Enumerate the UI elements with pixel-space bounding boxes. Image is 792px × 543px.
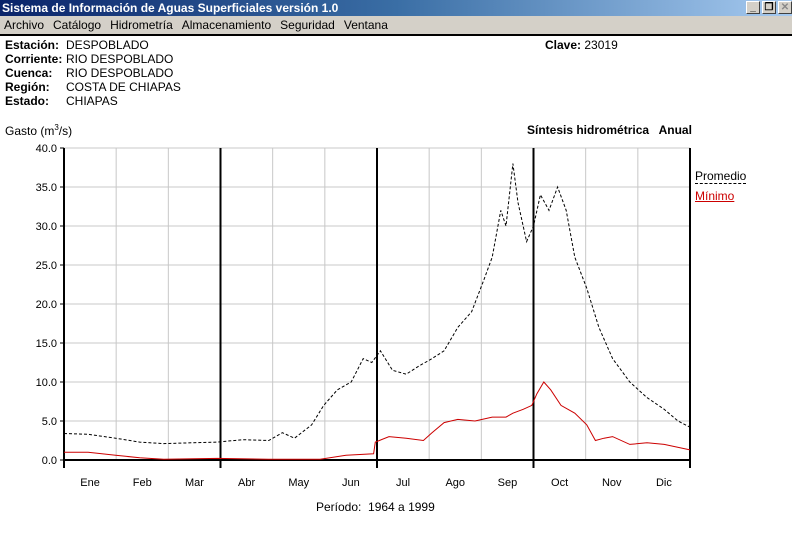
- month-label: Ago: [445, 477, 465, 489]
- y-tick-label: 15.0: [36, 338, 57, 350]
- y-tick-label: 30.0: [36, 221, 57, 233]
- menu-seguridad[interactable]: Seguridad: [280, 18, 335, 32]
- corriente-label: Corriente:: [5, 52, 63, 66]
- y-tick-label: 35.0: [36, 182, 57, 194]
- chart-title: Síntesis hidrométrica Anual: [527, 123, 692, 137]
- month-label: Jun: [342, 477, 360, 489]
- region-value: COSTA DE CHIAPAS: [66, 80, 181, 94]
- series-line-minimo: [64, 381, 691, 460]
- legend-promedio: Promedio: [695, 169, 747, 184]
- y-tick-label: 10.0: [36, 377, 57, 389]
- y-tick-label: 40.0: [36, 143, 57, 155]
- y-tick-label: 20.0: [36, 299, 57, 311]
- restore-button[interactable]: ❐: [762, 1, 776, 14]
- y-tick-label: 0.0: [42, 455, 57, 467]
- periodo: Período: 1964 a 1999: [316, 500, 435, 514]
- clave-label: Clave:: [545, 38, 582, 52]
- month-label: Abr: [238, 477, 255, 489]
- y-label-sup: 3: [54, 123, 59, 132]
- y-label-suffix: /s): [58, 124, 73, 138]
- estacion-value: DESPOBLADO: [66, 38, 149, 52]
- clave: Clave: 23019: [545, 38, 618, 52]
- y-label-prefix: Gasto (m: [5, 124, 55, 138]
- series-line-promedio: [63, 163, 691, 445]
- y-axis-label: Gasto (m3/s): [5, 123, 72, 138]
- title-bar: Sistema de Información de Aguas Superfic…: [0, 0, 792, 16]
- month-label: Dic: [656, 477, 672, 489]
- y-tick-label: 5.0: [42, 416, 57, 428]
- window-title: Sistema de Información de Aguas Superfic…: [2, 1, 339, 15]
- menu-bar: Archivo Catálogo Hidrometría Almacenamie…: [0, 16, 792, 36]
- month-label: Feb: [133, 477, 152, 489]
- month-label: May: [288, 477, 309, 489]
- legend-minimo: Mínimo: [695, 189, 735, 203]
- cuenca-value: RIO DESPOBLADO: [66, 66, 174, 80]
- estado-value: CHIAPAS: [66, 94, 118, 108]
- y-tick-label: 25.0: [36, 260, 57, 272]
- month-label: Mar: [185, 477, 204, 489]
- menu-catalogo[interactable]: Catálogo: [53, 18, 102, 32]
- menu-hidrometria[interactable]: Hidrometría: [110, 18, 173, 32]
- month-label: Oct: [551, 477, 568, 489]
- month-label: Sep: [498, 477, 518, 489]
- close-button[interactable]: ✕: [778, 1, 792, 14]
- station-info: Estación: DESPOBLADO Corriente: RIO DESPOB…: [5, 38, 181, 108]
- corriente-value: RIO DESPOBLADO: [66, 52, 174, 66]
- menu-ventana[interactable]: Ventana: [343, 18, 388, 32]
- minimize-button[interactable]: _: [746, 1, 760, 14]
- month-label: Nov: [602, 477, 622, 489]
- menu-archivo[interactable]: Archivo: [4, 18, 45, 32]
- month-label: Ene: [80, 477, 100, 489]
- region-label: Región:: [5, 80, 50, 94]
- month-label: Jul: [396, 477, 410, 489]
- estacion-label: Estación:: [5, 38, 60, 52]
- estado-label: Estado:: [5, 94, 50, 108]
- cuenca-label: Cuenca:: [5, 66, 53, 80]
- clave-value: 23019: [584, 38, 618, 52]
- menu-almacenamiento[interactable]: Almacenamiento: [181, 18, 272, 32]
